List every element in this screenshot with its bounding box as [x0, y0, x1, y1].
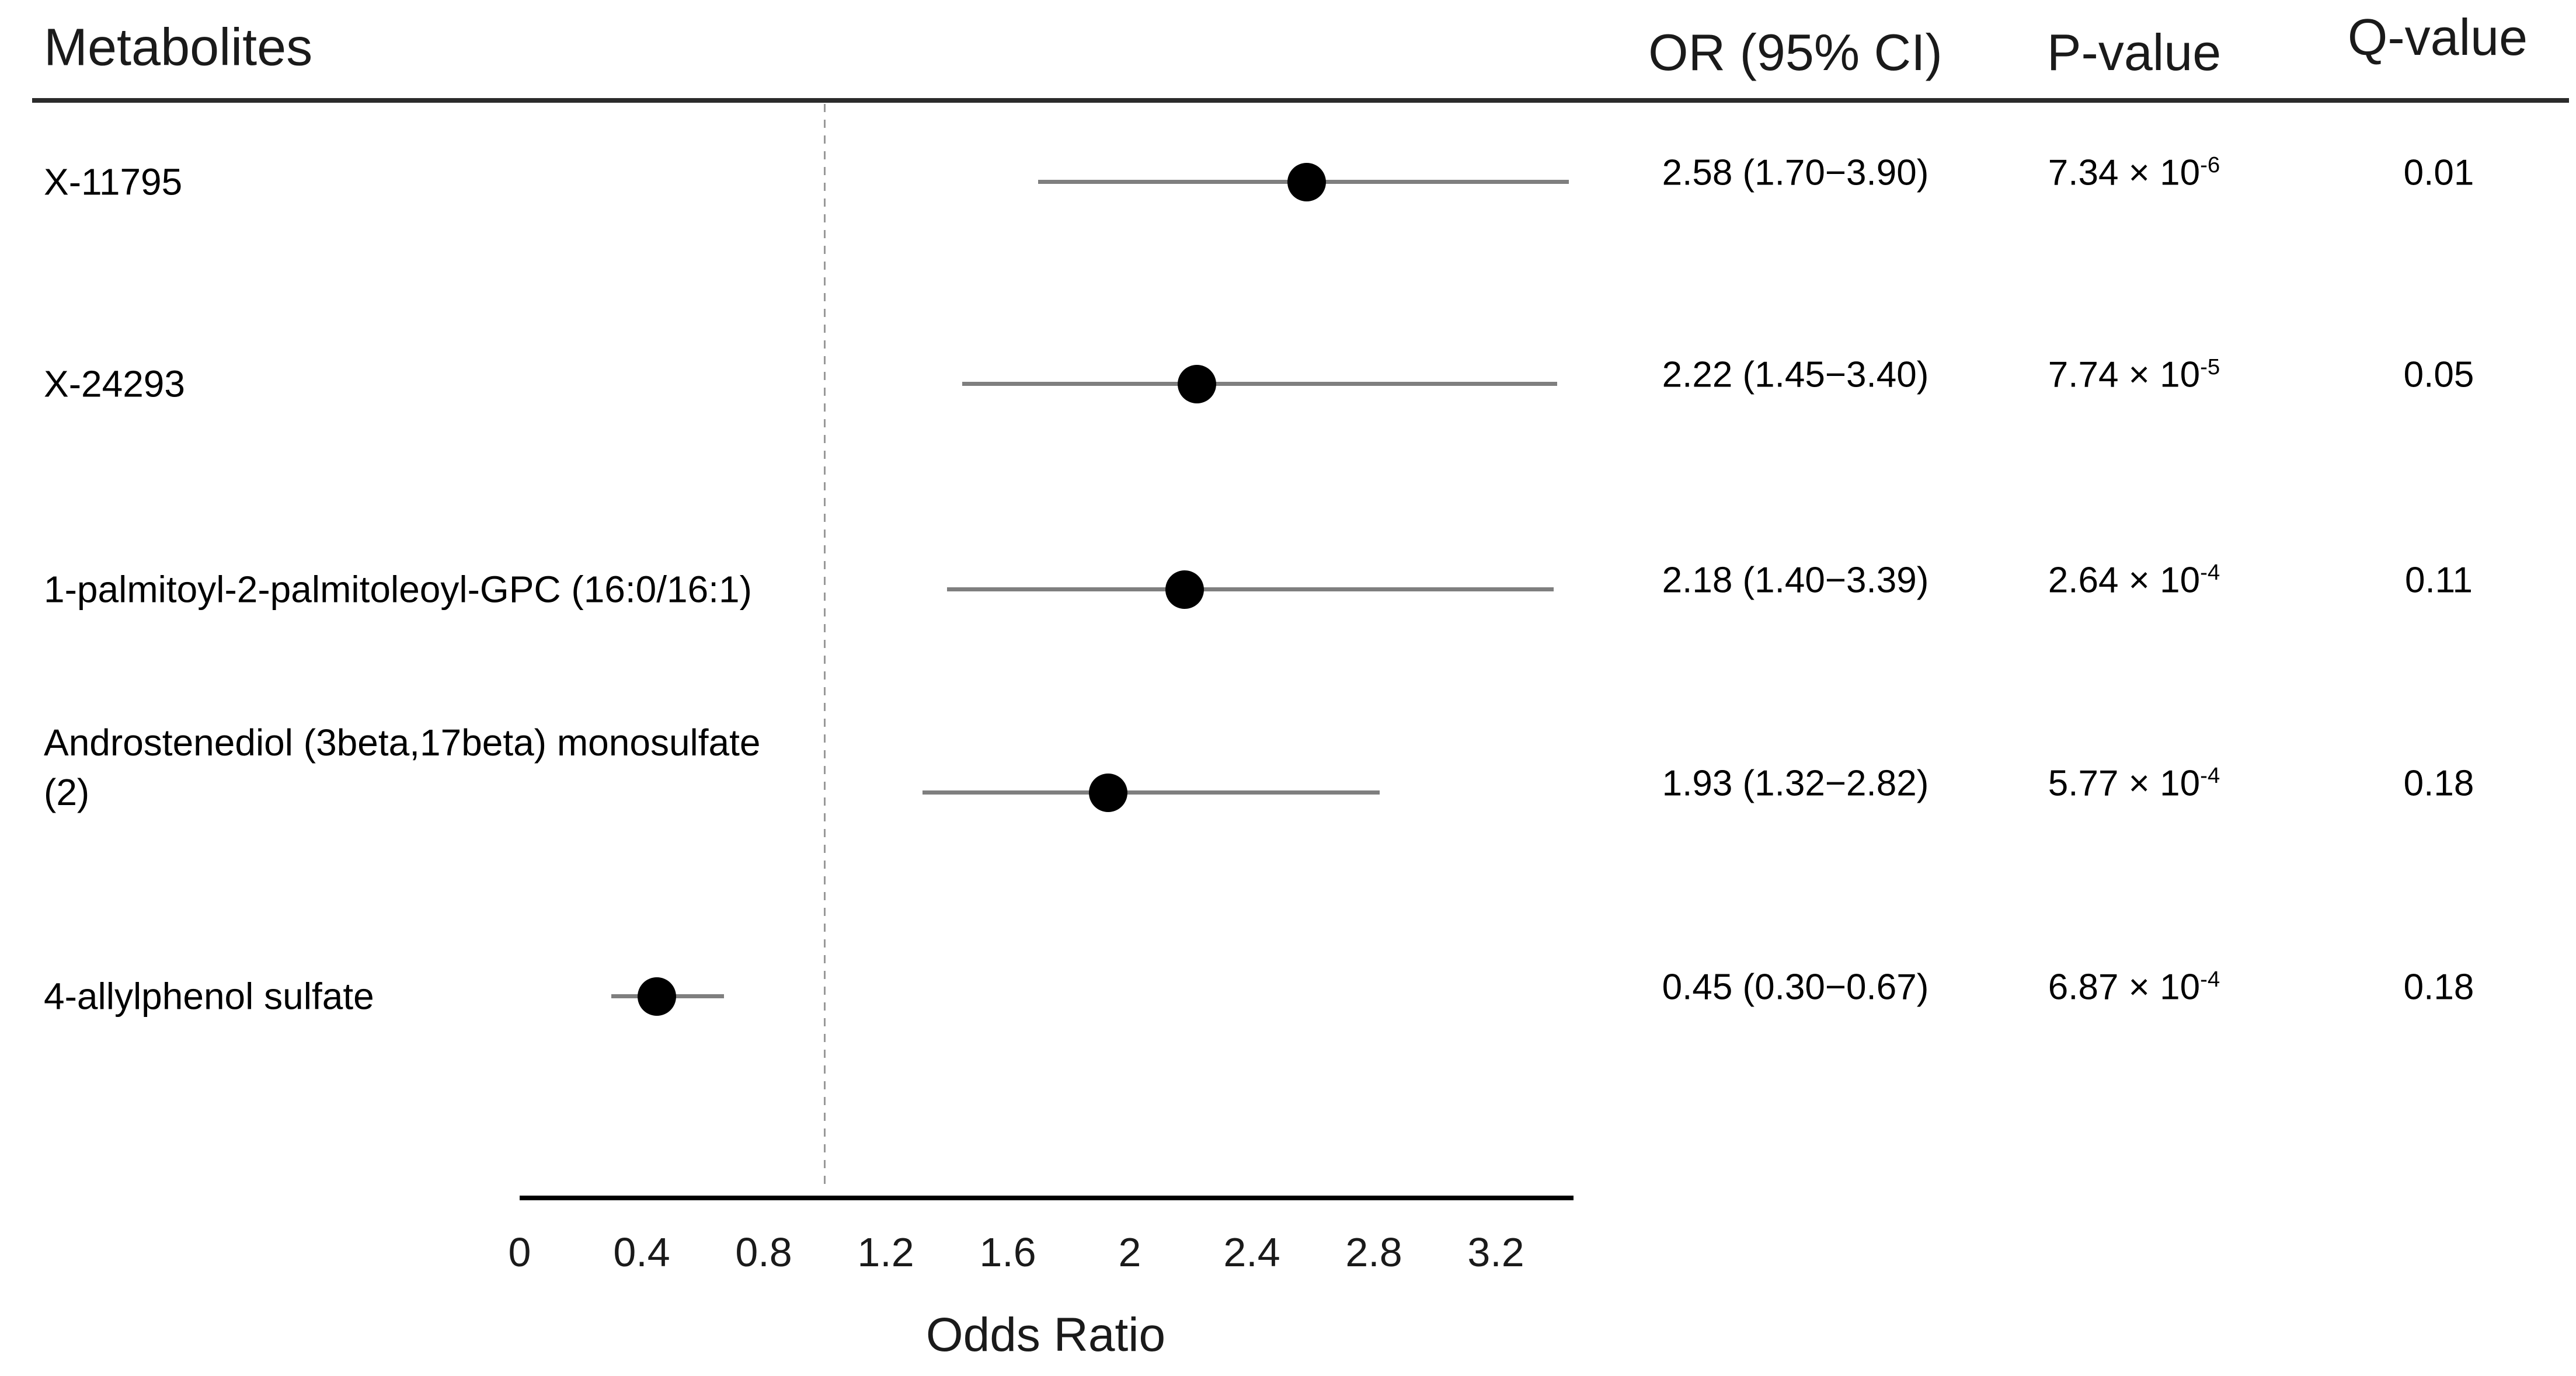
metabolite-label-line: Androstenediol (3beta,17beta) monosulfat…	[44, 722, 761, 764]
metabolite-label-line: X-11795	[44, 161, 183, 203]
column-header-metabolites: Metabolites	[44, 18, 313, 77]
x-axis-tick-label: 1.6	[979, 1229, 1036, 1275]
metabolite-label-line: X-24293	[44, 363, 185, 405]
p-value: 6.87 × 10-4	[2048, 967, 2220, 1008]
metabolite-label-line: 1-palmitoyl-2-palmitoleoyl-GPC (16:0/16:…	[44, 568, 752, 611]
p-value: 5.77 × 10-4	[2048, 763, 2220, 804]
p-value: 7.74 × 10-5	[2048, 354, 2220, 396]
p-value-exponent: -6	[2200, 152, 2220, 177]
ci-line	[962, 382, 1557, 386]
x-axis-tick-label: 0	[508, 1229, 531, 1275]
x-axis-tick-label: 0.4	[613, 1229, 670, 1275]
metabolite-label: X-24293	[44, 360, 185, 409]
or-point	[1165, 570, 1205, 609]
or-point	[1089, 774, 1128, 812]
or-ci-value: 1.93 (1.32−2.82)	[1662, 763, 1929, 804]
x-axis-tick-label: 1.2	[857, 1229, 914, 1275]
q-value: 0.18	[2403, 763, 2474, 804]
x-axis-tick-label: 3.2	[1467, 1229, 1524, 1275]
column-header-p-value: P-value	[2046, 23, 2222, 81]
q-value: 0.11	[2404, 560, 2473, 601]
p-value-base: 5.77 × 10	[2048, 763, 2201, 804]
or-point	[1287, 163, 1327, 201]
ci-line	[922, 790, 1380, 795]
metabolite-label: 4-allylphenol sulfate	[44, 972, 374, 1022]
p-value-exponent: -5	[2200, 354, 2220, 379]
or-ci-value: 2.22 (1.45−3.40)	[1662, 354, 1929, 395]
header-divider-line	[32, 98, 2569, 103]
metabolite-label: X-11795	[44, 158, 182, 207]
q-value: 0.05	[2403, 354, 2474, 395]
or-ci-value: 2.58 (1.70−3.90)	[1662, 152, 1929, 193]
x-axis-tick-label: 2.8	[1345, 1229, 1402, 1275]
metabolite-label: 1-palmitoyl-2-palmitoleoyl-GPC (16:0/16:…	[44, 565, 752, 615]
p-value-base: 7.74 × 10	[2048, 354, 2201, 395]
p-value-exponent: -4	[2200, 559, 2220, 585]
p-value-exponent: -4	[2200, 762, 2220, 788]
or-point	[1177, 365, 1216, 403]
p-value-exponent: -4	[2200, 966, 2220, 992]
or-point	[638, 977, 677, 1016]
metabolite-label-line: 4-allylphenol sulfate	[44, 975, 374, 1018]
or-ci-value: 0.45 (0.30−0.67)	[1662, 967, 1929, 1008]
q-value: 0.01	[2403, 152, 2474, 193]
x-axis-line	[520, 1196, 1574, 1200]
x-axis-tick-label: 0.8	[735, 1229, 792, 1275]
p-value: 7.34 × 10-6	[2048, 152, 2220, 194]
x-axis-tick-label: 2.4	[1223, 1229, 1280, 1275]
p-value-base: 7.34 × 10	[2048, 152, 2201, 193]
reference-line	[824, 104, 826, 1191]
metabolite-label-line: (2)	[44, 771, 90, 813]
x-axis-title: Odds Ratio	[925, 1308, 1166, 1361]
column-header-or-ci: OR (95% CI)	[1648, 23, 1943, 81]
column-header-q-value: Q-value	[2347, 8, 2528, 66]
or-ci-value: 2.18 (1.40−3.39)	[1662, 560, 1929, 601]
p-value: 2.64 × 10-4	[2048, 560, 2220, 601]
x-axis-tick-label: 2	[1118, 1229, 1141, 1275]
metabolite-label: Androstenediol (3beta,17beta) monosulfat…	[44, 718, 761, 817]
p-value-base: 6.87 × 10	[2048, 967, 2201, 1008]
ci-line	[946, 587, 1554, 591]
p-value-base: 2.64 × 10	[2048, 560, 2201, 601]
q-value: 0.18	[2403, 967, 2474, 1008]
